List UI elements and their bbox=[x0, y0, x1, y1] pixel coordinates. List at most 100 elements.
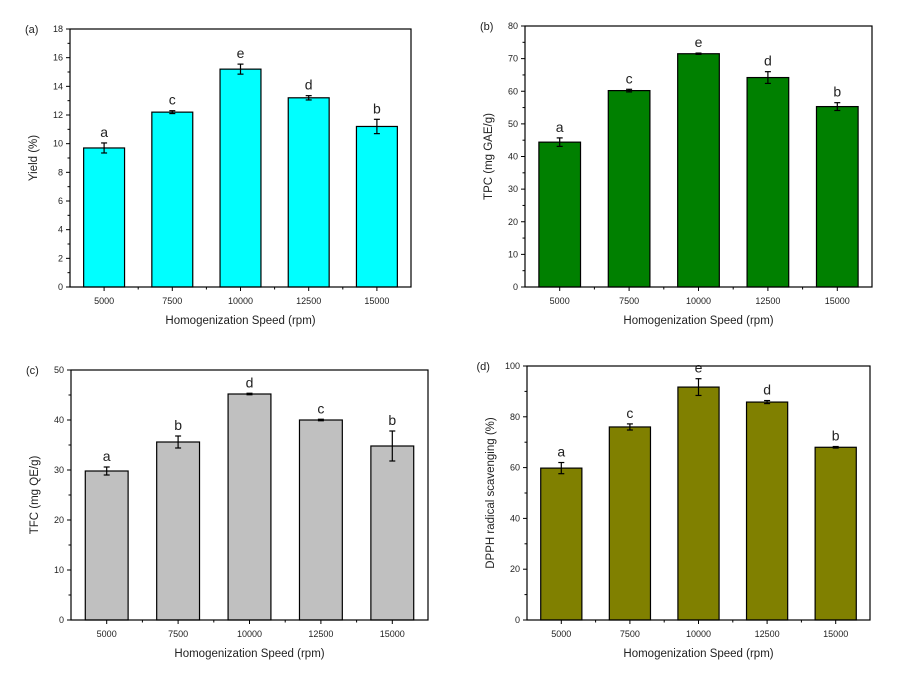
x-tick-label: 7500 bbox=[620, 629, 640, 639]
y-tick-label: 18 bbox=[53, 24, 63, 34]
significance-letter: e bbox=[237, 45, 245, 61]
bar bbox=[814, 446, 857, 621]
x-tick-label: 5000 bbox=[550, 296, 570, 306]
panel-label: (d) bbox=[477, 361, 490, 373]
significance-letter: c bbox=[626, 70, 633, 86]
y-tick-label: 16 bbox=[53, 53, 63, 63]
bar bbox=[677, 53, 720, 288]
bar bbox=[677, 386, 720, 621]
x-tick-label: 5000 bbox=[97, 629, 117, 639]
y-tick-label: 40 bbox=[54, 415, 64, 425]
bar bbox=[298, 419, 343, 621]
error-bar bbox=[556, 137, 563, 147]
y-tick-label: 60 bbox=[508, 86, 518, 96]
bar bbox=[83, 147, 126, 288]
y-tick-label: 70 bbox=[508, 54, 518, 64]
significance-letter: b bbox=[832, 428, 840, 444]
chart-panel-3: a 5000 b 7500 d 10000 c 12500 b 15000 0 10 20 30 40 50 (… bbox=[26, 365, 429, 660]
significance-letter: a bbox=[557, 444, 565, 460]
y-axis-title: TPC (mg GAE/g) bbox=[483, 113, 495, 200]
bar bbox=[151, 111, 194, 288]
y-tick-label: 0 bbox=[58, 282, 63, 292]
error-bar bbox=[101, 142, 108, 154]
significance-letter: c bbox=[626, 405, 633, 421]
x-tick-label: 7500 bbox=[619, 296, 639, 306]
error-bar bbox=[695, 52, 702, 55]
bar bbox=[607, 89, 651, 288]
x-tick-label: 15000 bbox=[823, 629, 848, 639]
x-tick-label: 7500 bbox=[162, 296, 182, 306]
x-tick-label: 12500 bbox=[308, 629, 333, 639]
bar bbox=[370, 445, 415, 621]
significance-letter: e bbox=[695, 34, 703, 50]
significance-letter: c bbox=[317, 400, 324, 416]
y-tick-label: 40 bbox=[508, 152, 518, 162]
y-tick-label: 30 bbox=[508, 184, 518, 194]
significance-letter: c bbox=[169, 92, 176, 108]
error-bar bbox=[317, 418, 324, 422]
x-tick-label: 12500 bbox=[755, 629, 780, 639]
plot-frame bbox=[526, 365, 871, 621]
x-tick-label: 12500 bbox=[296, 296, 321, 306]
error-bar bbox=[626, 88, 633, 93]
error-bar bbox=[373, 118, 380, 135]
significance-letter: e bbox=[695, 360, 703, 376]
x-axis-title: Homogenization Speed (rpm) bbox=[623, 315, 773, 327]
error-bar bbox=[764, 399, 771, 405]
y-axis-title: TFC (mg QE/g) bbox=[29, 456, 41, 535]
y-tick-label: 4 bbox=[58, 225, 63, 235]
y-tick-label: 50 bbox=[508, 119, 518, 129]
significance-letter: d bbox=[246, 374, 254, 390]
y-tick-label: 10 bbox=[54, 565, 64, 575]
y-axis-title: DPPH radical scavenging (%) bbox=[485, 417, 497, 569]
error-bar bbox=[175, 435, 182, 449]
error-bar bbox=[246, 392, 253, 396]
y-axis-title: Yield (%) bbox=[28, 135, 40, 181]
bar bbox=[219, 68, 262, 288]
y-tick-label: 20 bbox=[510, 564, 520, 574]
error-bar bbox=[237, 63, 244, 75]
error-bar bbox=[389, 430, 396, 462]
significance-letter: b bbox=[174, 417, 182, 433]
bar bbox=[540, 467, 583, 621]
y-tick-label: 10 bbox=[53, 139, 63, 149]
plot-frame bbox=[69, 28, 412, 288]
y-tick-label: 20 bbox=[508, 217, 518, 227]
y-tick-label: 30 bbox=[54, 465, 64, 475]
significance-letter: a bbox=[103, 448, 111, 464]
error-bar bbox=[558, 461, 565, 475]
bar bbox=[538, 141, 582, 288]
y-tick-label: 0 bbox=[59, 615, 64, 625]
panel-label: (b) bbox=[480, 21, 493, 33]
x-tick-label: 15000 bbox=[380, 629, 405, 639]
x-tick-label: 5000 bbox=[551, 629, 571, 639]
bar bbox=[608, 426, 652, 621]
error-bar bbox=[169, 110, 176, 115]
y-tick-label: 20 bbox=[54, 515, 64, 525]
error-bar bbox=[695, 378, 702, 397]
significance-letter: b bbox=[833, 84, 841, 100]
x-axis-title: Homogenization Speed (rpm) bbox=[623, 648, 773, 660]
plot-frame bbox=[70, 369, 429, 621]
bar bbox=[815, 105, 859, 288]
error-bar bbox=[103, 466, 110, 476]
bar bbox=[355, 125, 398, 288]
error-bar bbox=[832, 445, 839, 449]
bar bbox=[746, 76, 790, 288]
plot-frame bbox=[524, 25, 873, 288]
y-tick-label: 100 bbox=[505, 361, 520, 371]
y-tick-label: 50 bbox=[54, 365, 64, 375]
bar bbox=[84, 470, 129, 621]
bar bbox=[227, 393, 272, 621]
x-tick-label: 10000 bbox=[237, 629, 262, 639]
y-tick-label: 0 bbox=[515, 615, 520, 625]
bar bbox=[156, 441, 201, 621]
y-tick-label: 14 bbox=[53, 81, 63, 91]
error-bar bbox=[764, 71, 771, 85]
significance-letter: a bbox=[100, 124, 108, 140]
x-tick-label: 15000 bbox=[825, 296, 850, 306]
x-tick-label: 10000 bbox=[686, 296, 711, 306]
x-tick-label: 7500 bbox=[168, 629, 188, 639]
x-axis-title: Homogenization Speed (rpm) bbox=[174, 648, 324, 660]
